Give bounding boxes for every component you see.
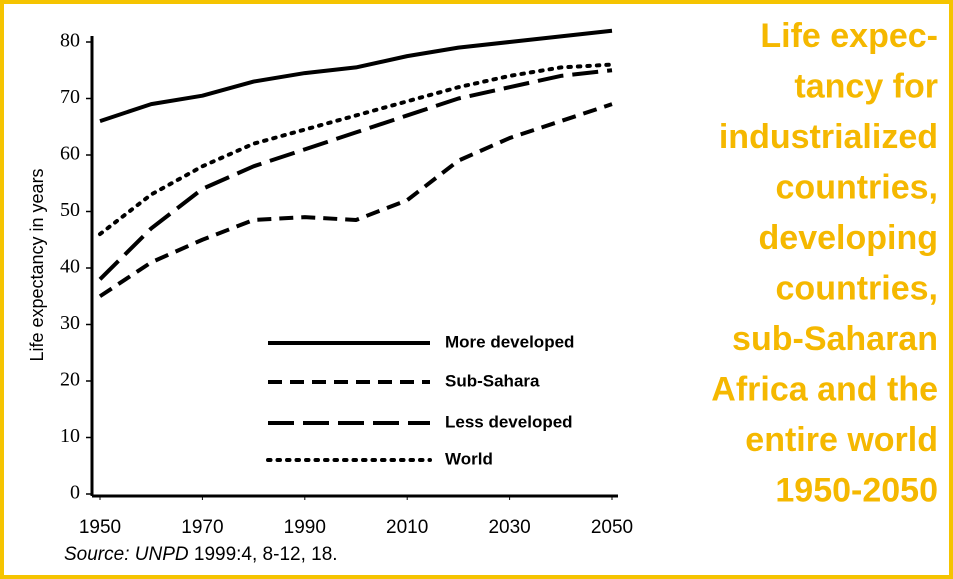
y-tick-label: 20 [60,369,80,391]
x-tick-label: 2030 [488,517,530,538]
title-line: Africa and the [711,371,938,409]
title-line: industrialized [719,118,938,156]
source-rest: 1999:4, 8-12, 18. [189,544,338,565]
y-tick-label: 30 [60,312,80,334]
y-tick-label: 0 [70,482,80,504]
y-tick-label: 70 [60,86,80,108]
series-line [99,28,613,123]
title-line: countries, [776,169,938,207]
series-line [98,62,614,237]
y-axis-label: Life expectancy in years [27,168,47,361]
y-tick-label: 50 [60,199,80,221]
title-line: developing [759,219,938,257]
source: Source: UNPD 1999:4, 8-12, 18. [64,544,338,565]
source-italic: Source: UNPD [64,544,189,565]
legend-label: World [445,449,493,468]
title-line: countries, [776,270,938,308]
y-tick-label: 40 [60,256,80,278]
legend-label: Less developed [445,412,573,431]
legend-label: More developed [445,332,574,351]
title-line: tancy for [794,68,938,106]
y-tick-label: 80 [60,30,80,52]
title-line: sub-Saharan [732,320,938,358]
series-line [98,102,613,298]
x-tick-label: 1970 [181,517,223,538]
title-line: Life expec- [760,17,938,55]
legend-label: Sub-Sahara [445,371,540,390]
y-tick-label: 10 [60,425,80,447]
y-tick-label: 60 [60,143,80,165]
series-line [98,68,613,281]
x-tick-label: 1950 [79,517,121,538]
title-line: 1950-2050 [775,472,938,510]
title-line: entire world [745,421,938,459]
x-tick-label: 2010 [386,517,428,538]
x-tick-label: 1990 [284,517,326,538]
x-tick-label: 2050 [591,517,633,538]
